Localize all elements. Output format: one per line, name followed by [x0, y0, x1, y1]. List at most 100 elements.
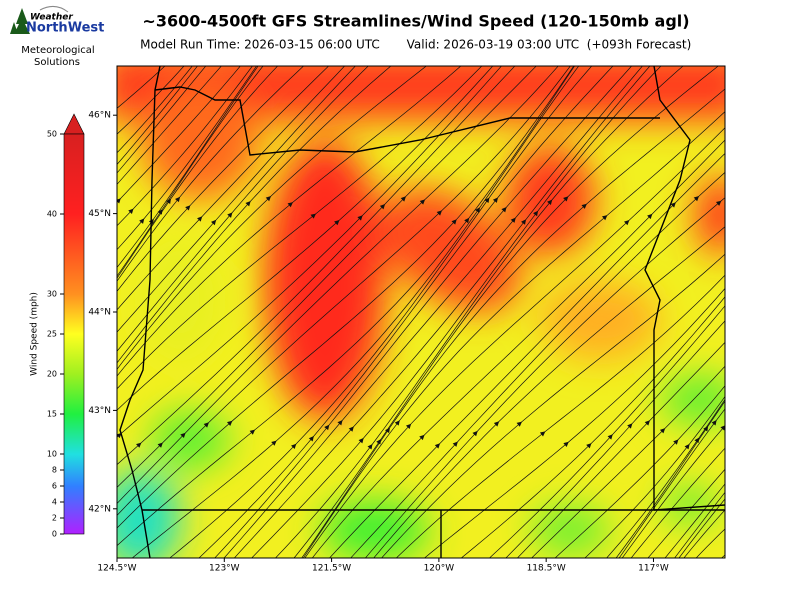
- streamline: [505, 320, 725, 558]
- stream-arrow: [136, 442, 142, 448]
- streamline: [275, 66, 684, 558]
- stream-arrow: [624, 220, 630, 226]
- stream-arrow: [730, 435, 737, 442]
- streamline: [117, 66, 198, 165]
- x-tick-label: 120°W: [424, 564, 455, 574]
- streamline: [618, 408, 725, 558]
- y-tick-label: 46°N: [88, 111, 111, 121]
- stream-arrow: [337, 420, 343, 426]
- stream-arrow: [773, 215, 780, 222]
- colorbar: Wind Speed (mph) 0 2 4 6 8 10 15 20 25 30 40 50: [30, 113, 85, 539]
- streamline: [647, 468, 725, 558]
- stream-arrow: [13, 425, 20, 432]
- streamline: [117, 66, 330, 292]
- y-tick-label: 42°N: [88, 504, 111, 514]
- stream-arrow: [99, 421, 106, 428]
- streamline: [233, 66, 651, 558]
- stream-arrow: [211, 219, 217, 226]
- streamline: [381, 253, 725, 558]
- stream-arrow: [2, 436, 9, 443]
- stream-arrow: [379, 204, 386, 210]
- streamline: [722, 50, 800, 600]
- stream-arrow: [291, 443, 297, 450]
- streamline: [584, 395, 725, 558]
- streamline: [117, 66, 575, 529]
- x-tick-label: 117°W: [638, 564, 669, 574]
- streamline: [621, 425, 725, 558]
- stream-arrow: [711, 420, 717, 426]
- colorbar-tick-label: 40: [47, 210, 57, 219]
- stream-arrow: [249, 429, 256, 435]
- stream-arrow: [308, 436, 314, 442]
- valid-time: Valid: 2026-03-19 03:00 UTC (+093h Forec…: [407, 38, 692, 52]
- stream-arrow: [405, 423, 412, 430]
- streamline: [117, 66, 305, 282]
- streamline: [554, 385, 725, 558]
- stream-arrow: [755, 439, 762, 446]
- streamline: [117, 66, 494, 411]
- streamline: [678, 498, 725, 558]
- stream-arrow: [434, 443, 441, 449]
- stream-arrow: [157, 442, 163, 448]
- stream-arrow: [174, 196, 181, 203]
- streamline: [350, 171, 725, 558]
- streamline: [117, 66, 259, 268]
- stream-arrow: [492, 197, 498, 203]
- streamline: [117, 66, 279, 279]
- x-tick-label: 121.5°W: [312, 564, 351, 574]
- stream-arrow: [21, 210, 28, 217]
- colorbar-tick-label: 30: [47, 290, 57, 299]
- colorbar-tick-label: 4: [52, 498, 57, 507]
- streamline: [516, 341, 725, 558]
- streamline: [293, 66, 719, 558]
- stream-arrow: [32, 423, 39, 430]
- colorbar-tick-label: 25: [47, 330, 57, 339]
- streamline: [423, 287, 725, 558]
- stream-arrow: [394, 420, 400, 426]
- stream-arrow: [586, 443, 592, 449]
- x-tick-label: 123°W: [209, 564, 240, 574]
- streamlines: [2, 50, 800, 600]
- logo-tagline: Meteorological: [21, 45, 94, 56]
- streamline: [117, 66, 516, 466]
- streamline: [606, 398, 725, 558]
- streamline: [117, 66, 356, 333]
- stream-arrow: [644, 420, 650, 426]
- stream-arrow: [376, 439, 382, 445]
- stream-arrow: [703, 426, 709, 432]
- stream-arrow: [117, 198, 121, 204]
- stream-arrow: [501, 207, 507, 213]
- stream-arrow: [384, 427, 390, 434]
- streamline: [664, 483, 725, 558]
- streamline: [117, 66, 346, 311]
- stream-arrow: [475, 207, 480, 213]
- colorbar-tick-label: 15: [47, 410, 57, 419]
- stream-arrow: [472, 430, 478, 437]
- stream-arrow: [547, 199, 553, 206]
- streamline: [131, 66, 580, 558]
- stream-arrow: [348, 426, 354, 432]
- stream-arrow: [516, 421, 522, 427]
- streamline: [117, 66, 571, 516]
- stream-arrow: [265, 196, 272, 202]
- streamline: [329, 152, 725, 558]
- stream-arrow: [756, 218, 763, 225]
- stream-arrow: [84, 419, 91, 426]
- streamline: [117, 66, 537, 488]
- streamline: [251, 66, 662, 558]
- stream-arrow: [484, 197, 490, 204]
- streamline: [460, 296, 725, 558]
- stream-arrow: [23, 418, 30, 425]
- stream-arrow: [436, 210, 442, 216]
- stream-arrow: [673, 439, 679, 445]
- stream-arrow: [563, 441, 569, 447]
- stream-arrow: [581, 203, 587, 209]
- stream-arrow: [203, 422, 209, 428]
- streamline: [198, 66, 614, 558]
- colorbar-tick-label: 50: [47, 130, 57, 139]
- stream-arrow: [324, 424, 330, 431]
- x-tick-label: 118.5°W: [527, 564, 566, 574]
- stream-arrow: [357, 215, 363, 221]
- streamline: [169, 66, 593, 558]
